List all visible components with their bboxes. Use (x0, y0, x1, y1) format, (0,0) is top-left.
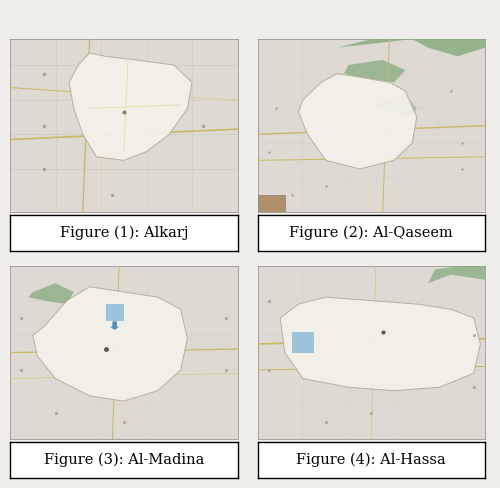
Bar (258, 195, 285, 212)
Polygon shape (69, 53, 192, 160)
Polygon shape (280, 297, 480, 391)
Text: Figure (1): Alkarj: Figure (1): Alkarj (60, 226, 188, 240)
Polygon shape (344, 60, 406, 82)
Polygon shape (376, 95, 417, 117)
Polygon shape (428, 266, 485, 283)
Bar (106, 304, 124, 322)
Polygon shape (28, 283, 74, 304)
Bar (292, 332, 314, 352)
FancyArrow shape (110, 322, 119, 330)
Text: Figure (2): Al-Qaseem: Figure (2): Al-Qaseem (290, 226, 453, 240)
Polygon shape (337, 39, 485, 57)
Text: Figure (3): Al-Madina: Figure (3): Al-Madina (44, 453, 204, 467)
Text: Figure (4): Al-Hassa: Figure (4): Al-Hassa (296, 453, 446, 467)
Polygon shape (33, 287, 188, 401)
Polygon shape (298, 74, 417, 169)
